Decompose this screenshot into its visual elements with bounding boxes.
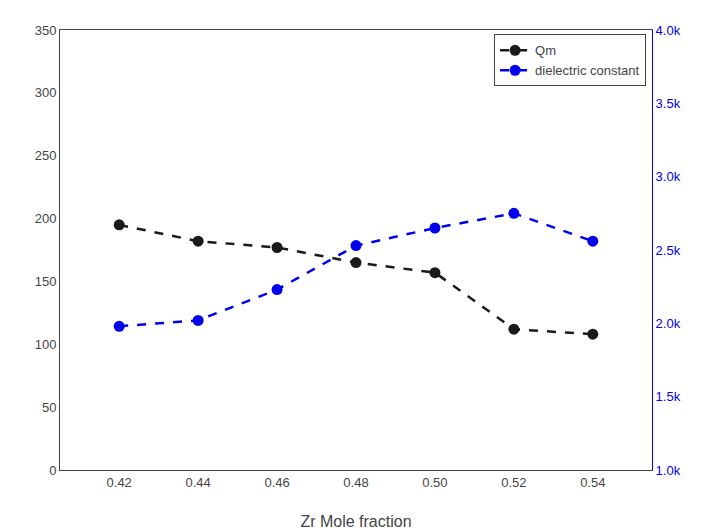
svg-text:50: 50 — [42, 400, 56, 415]
svg-text:0: 0 — [49, 463, 56, 478]
svg-text:Qm: Qm — [535, 43, 556, 58]
svg-text:dielectric constant: dielectric constant — [535, 63, 639, 78]
svg-text:1.5k: 1.5k — [656, 389, 681, 404]
svg-text:0.48: 0.48 — [343, 475, 368, 490]
svg-text:150: 150 — [35, 274, 57, 289]
svg-text:0.46: 0.46 — [264, 475, 289, 490]
svg-text:2.0k: 2.0k — [656, 316, 681, 331]
svg-text:350: 350 — [35, 23, 57, 38]
svg-text:Zr Mole fraction: Zr Mole fraction — [300, 513, 411, 530]
svg-text:0.52: 0.52 — [501, 475, 526, 490]
svg-text:0.50: 0.50 — [422, 475, 447, 490]
svg-text:4.0k: 4.0k — [656, 23, 681, 38]
svg-text:3.5k: 3.5k — [656, 96, 681, 111]
svg-text:3.0k: 3.0k — [656, 169, 681, 184]
svg-text:0.44: 0.44 — [185, 475, 210, 490]
svg-text:2.5k: 2.5k — [656, 243, 681, 258]
svg-text:0.42: 0.42 — [107, 475, 132, 490]
svg-text:300: 300 — [35, 85, 57, 100]
svg-text:0.54: 0.54 — [580, 475, 605, 490]
svg-text:250: 250 — [35, 148, 57, 163]
svg-text:1.0k: 1.0k — [656, 463, 681, 478]
svg-text:100: 100 — [35, 337, 57, 352]
svg-text:200: 200 — [35, 211, 57, 226]
